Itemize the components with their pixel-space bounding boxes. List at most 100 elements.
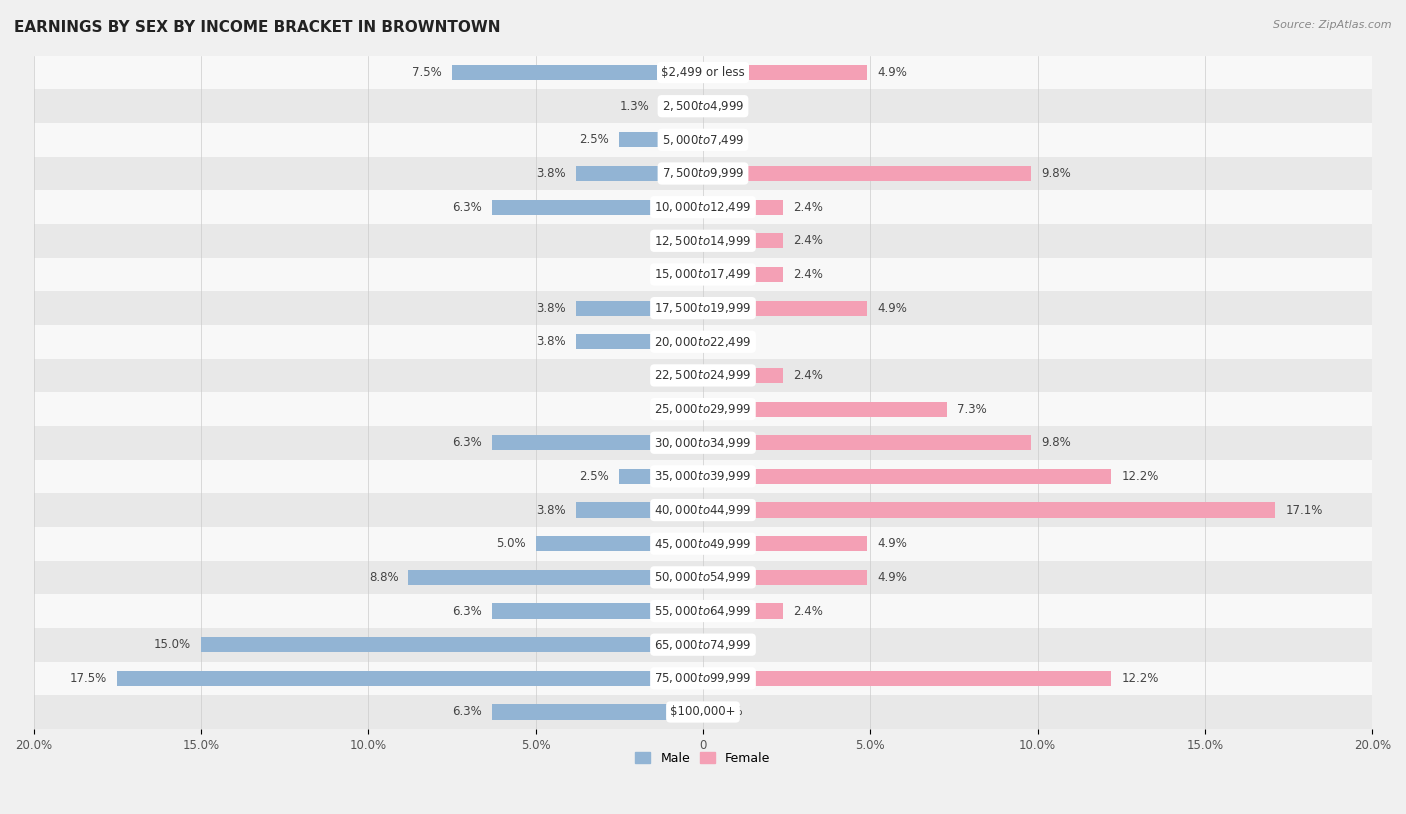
Bar <box>702 368 703 383</box>
Bar <box>34 90 1372 123</box>
Bar <box>34 695 1372 729</box>
Bar <box>703 368 783 383</box>
Text: $20,000 to $22,499: $20,000 to $22,499 <box>654 335 752 348</box>
Bar <box>703 267 783 282</box>
Text: 15.0%: 15.0% <box>153 638 191 651</box>
Text: 3.8%: 3.8% <box>536 302 565 315</box>
Text: 0.0%: 0.0% <box>713 99 742 112</box>
Text: 2.5%: 2.5% <box>579 133 609 147</box>
Bar <box>703 166 1031 181</box>
Text: 0.0%: 0.0% <box>713 133 742 147</box>
Text: 4.9%: 4.9% <box>877 537 907 550</box>
Bar <box>34 325 1372 359</box>
Text: 5.0%: 5.0% <box>496 537 526 550</box>
Text: $35,000 to $39,999: $35,000 to $39,999 <box>654 470 752 484</box>
Bar <box>702 267 703 282</box>
Text: 0.0%: 0.0% <box>664 403 693 416</box>
Bar <box>576 166 703 181</box>
Bar <box>703 603 783 619</box>
Bar <box>536 536 703 551</box>
Bar <box>703 469 1111 484</box>
Text: $75,000 to $99,999: $75,000 to $99,999 <box>654 672 752 685</box>
Text: 9.8%: 9.8% <box>1040 167 1071 180</box>
Text: 2.5%: 2.5% <box>579 470 609 483</box>
Text: 0.0%: 0.0% <box>713 638 742 651</box>
Bar <box>34 493 1372 527</box>
Text: $50,000 to $54,999: $50,000 to $54,999 <box>654 571 752 584</box>
Bar <box>34 594 1372 628</box>
Text: $17,500 to $19,999: $17,500 to $19,999 <box>654 301 752 315</box>
Text: 4.9%: 4.9% <box>877 302 907 315</box>
Text: 2.4%: 2.4% <box>793 369 824 382</box>
Text: Source: ZipAtlas.com: Source: ZipAtlas.com <box>1274 20 1392 30</box>
Text: $25,000 to $29,999: $25,000 to $29,999 <box>654 402 752 416</box>
Bar <box>703 502 1275 518</box>
Bar <box>703 98 704 114</box>
Bar <box>703 536 868 551</box>
Text: $22,500 to $24,999: $22,500 to $24,999 <box>654 369 752 383</box>
Bar <box>576 335 703 349</box>
Text: 6.3%: 6.3% <box>453 200 482 213</box>
Text: $55,000 to $64,999: $55,000 to $64,999 <box>654 604 752 618</box>
Bar <box>34 662 1372 695</box>
Text: 0.0%: 0.0% <box>713 335 742 348</box>
Text: 3.8%: 3.8% <box>536 335 565 348</box>
Bar <box>703 132 704 147</box>
Bar <box>492 603 703 619</box>
Text: 6.3%: 6.3% <box>453 706 482 719</box>
Bar <box>703 401 948 417</box>
Text: 1.3%: 1.3% <box>620 99 650 112</box>
Bar <box>34 460 1372 493</box>
Text: $45,000 to $49,999: $45,000 to $49,999 <box>654 536 752 551</box>
Bar <box>34 55 1372 90</box>
Text: $15,000 to $17,499: $15,000 to $17,499 <box>654 268 752 282</box>
Bar <box>576 300 703 316</box>
Text: $2,499 or less: $2,499 or less <box>661 66 745 79</box>
Text: 6.3%: 6.3% <box>453 436 482 449</box>
Bar <box>703 435 1031 450</box>
Bar <box>702 234 703 248</box>
Bar <box>34 359 1372 392</box>
Text: $100,000+: $100,000+ <box>671 706 735 719</box>
Text: 17.1%: 17.1% <box>1285 504 1323 517</box>
Legend: Male, Female: Male, Female <box>630 746 776 770</box>
Bar <box>34 426 1372 460</box>
Text: 3.8%: 3.8% <box>536 167 565 180</box>
Text: $40,000 to $44,999: $40,000 to $44,999 <box>654 503 752 517</box>
Bar <box>492 704 703 720</box>
Text: 0.0%: 0.0% <box>713 706 742 719</box>
Bar <box>201 637 703 652</box>
Bar <box>34 291 1372 325</box>
Text: $10,000 to $12,499: $10,000 to $12,499 <box>654 200 752 214</box>
Bar <box>703 704 704 720</box>
Text: 2.4%: 2.4% <box>793 605 824 618</box>
Bar <box>703 65 868 80</box>
Text: 3.8%: 3.8% <box>536 504 565 517</box>
Text: 0.0%: 0.0% <box>664 268 693 281</box>
Bar <box>34 258 1372 291</box>
Text: 12.2%: 12.2% <box>1122 470 1159 483</box>
Bar <box>703 335 704 349</box>
Bar <box>703 637 704 652</box>
Bar <box>659 98 703 114</box>
Text: 2.4%: 2.4% <box>793 234 824 247</box>
Text: 7.5%: 7.5% <box>412 66 441 79</box>
Bar <box>34 628 1372 662</box>
Text: $7,500 to $9,999: $7,500 to $9,999 <box>662 167 744 181</box>
Bar <box>703 234 783 248</box>
Text: EARNINGS BY SEX BY INCOME BRACKET IN BROWNTOWN: EARNINGS BY SEX BY INCOME BRACKET IN BRO… <box>14 20 501 35</box>
Text: 0.0%: 0.0% <box>664 369 693 382</box>
Bar <box>34 392 1372 426</box>
Bar <box>117 671 703 686</box>
Bar <box>409 570 703 585</box>
Bar <box>703 300 868 316</box>
Text: 7.3%: 7.3% <box>957 403 987 416</box>
Bar <box>703 671 1111 686</box>
Text: 12.2%: 12.2% <box>1122 672 1159 685</box>
Text: $5,000 to $7,499: $5,000 to $7,499 <box>662 133 744 147</box>
Text: $12,500 to $14,999: $12,500 to $14,999 <box>654 234 752 247</box>
Text: $2,500 to $4,999: $2,500 to $4,999 <box>662 99 744 113</box>
Bar <box>619 132 703 147</box>
Bar <box>34 123 1372 156</box>
Bar <box>703 199 783 215</box>
